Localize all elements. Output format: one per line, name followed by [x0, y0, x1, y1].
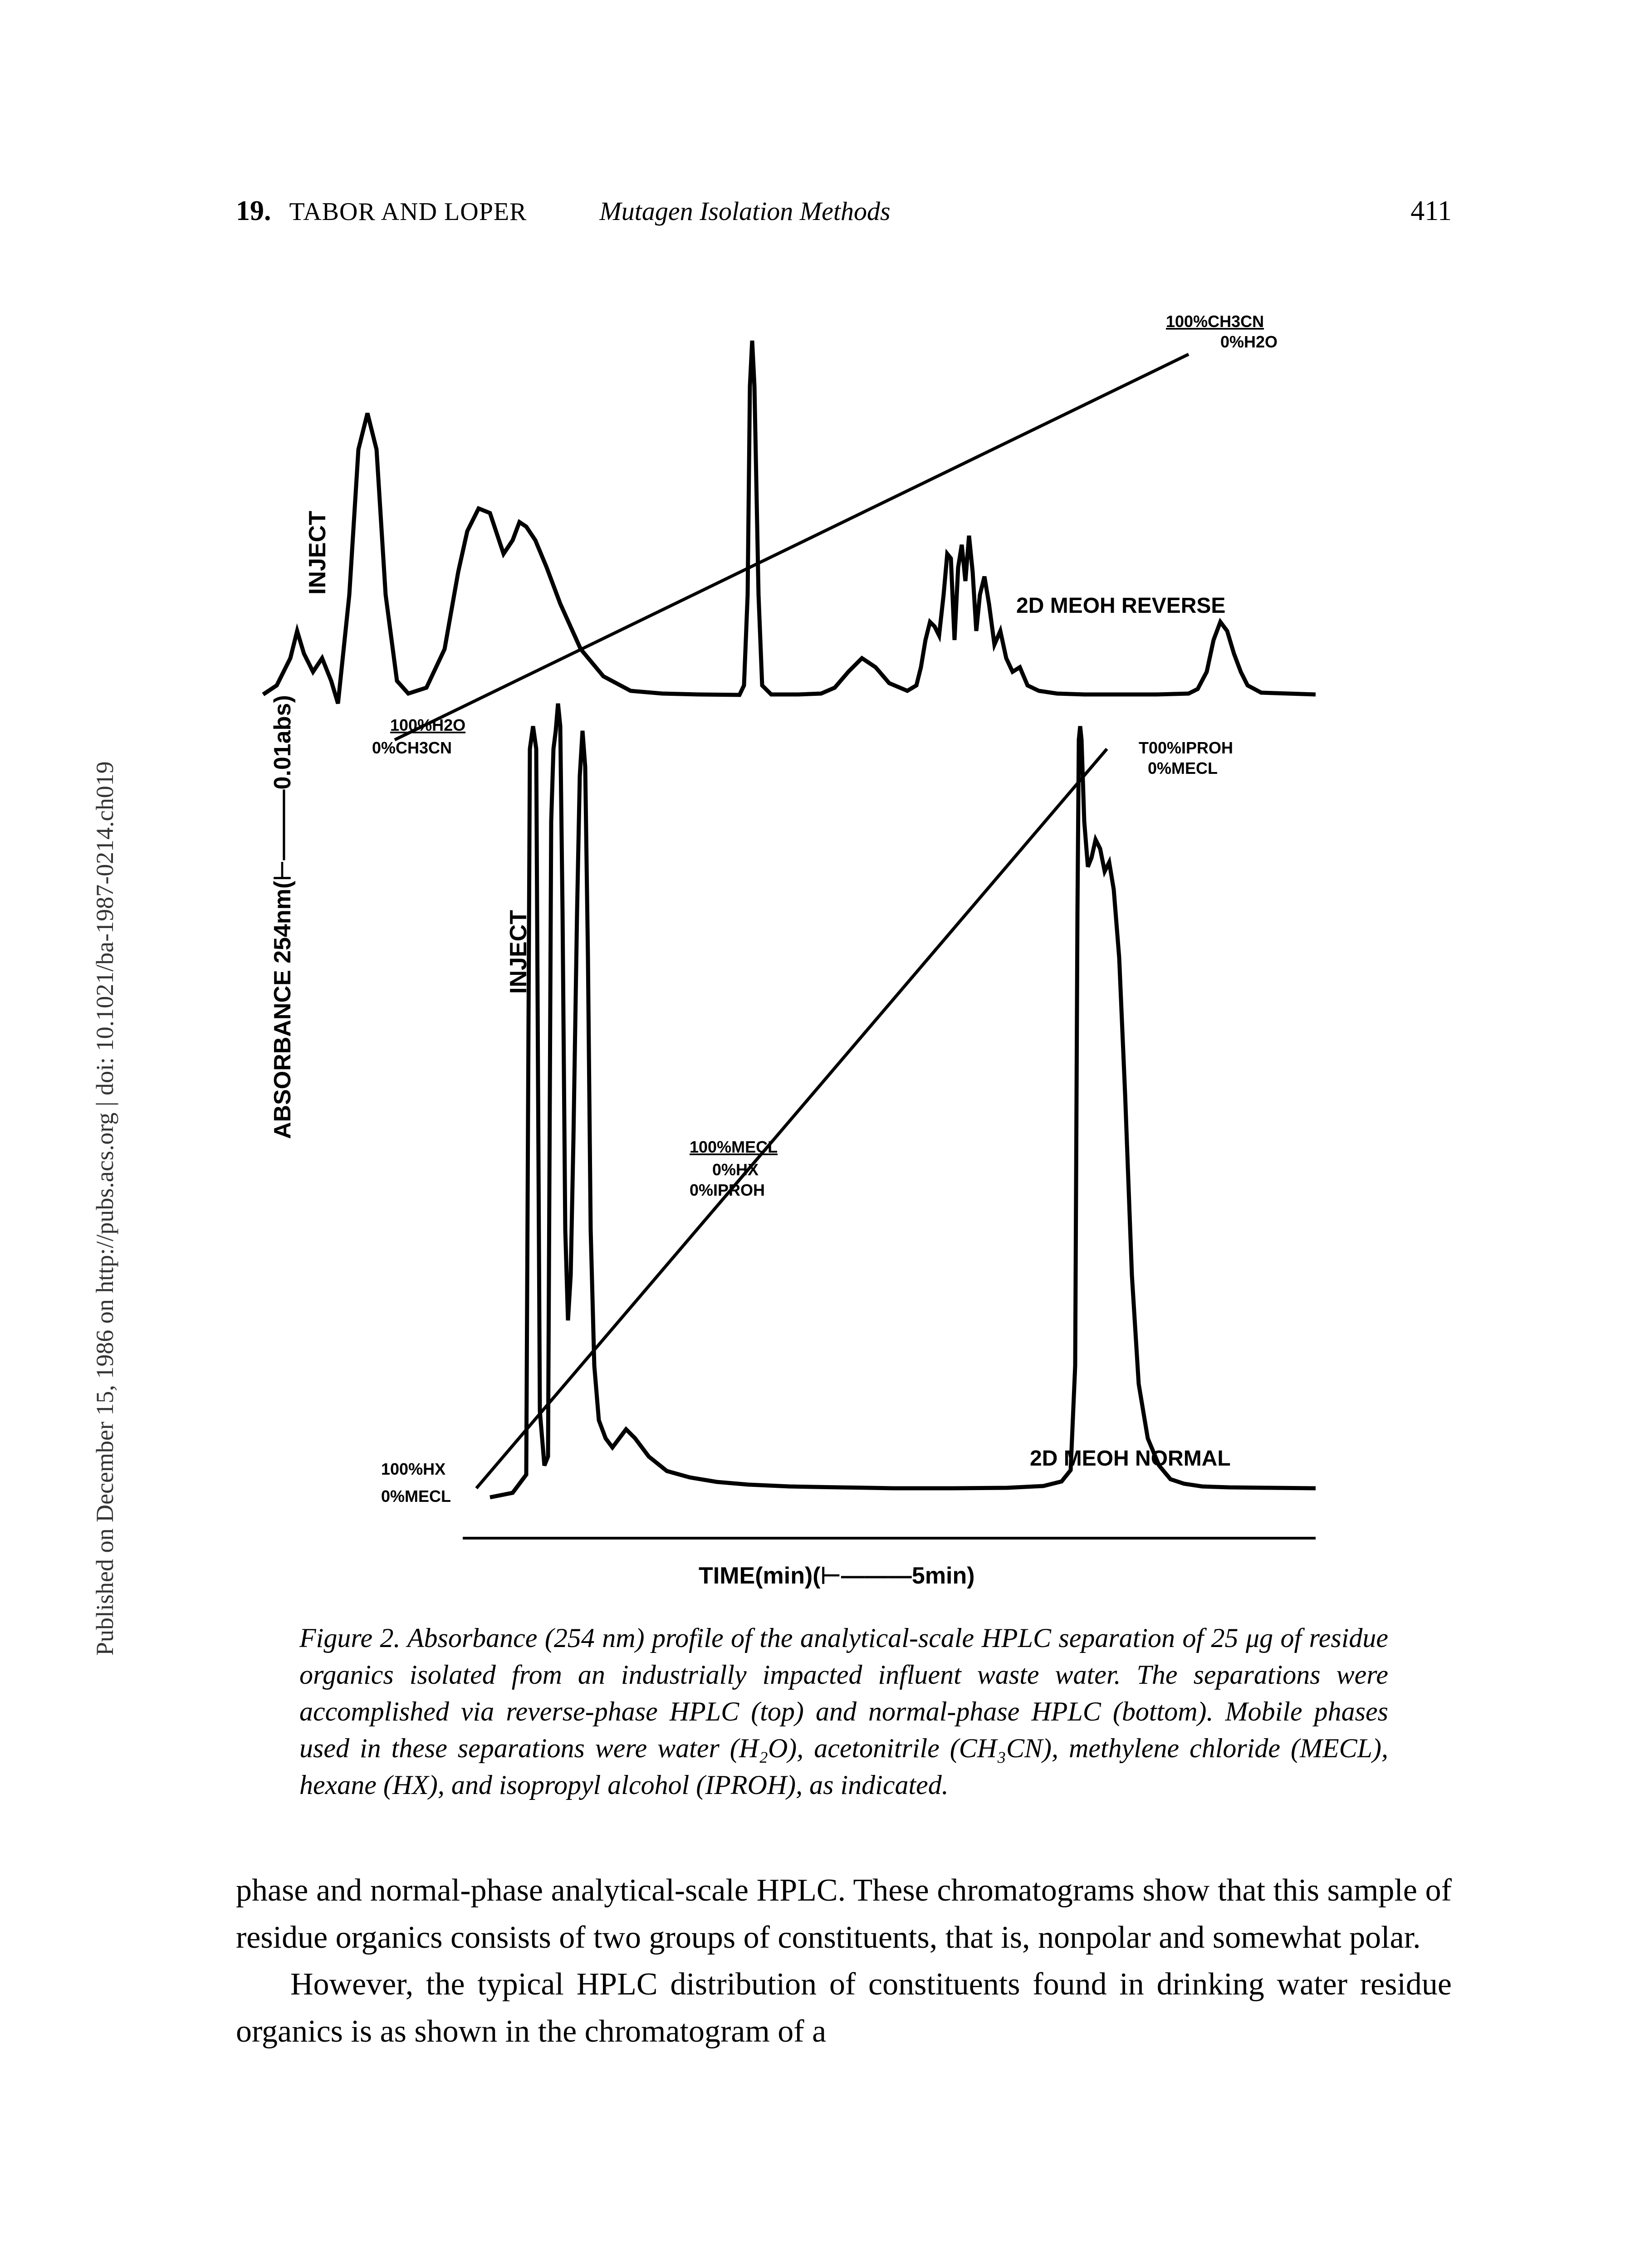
page-content: 19. TABOR AND LOPER Mutagen Isolation Me…	[236, 195, 1452, 2055]
top-title: 2D MEOH REVERSE	[1016, 594, 1225, 618]
inject-bottom-label: INJECT	[505, 910, 532, 994]
paragraph: However, the typical HPLC distribution o…	[236, 1961, 1452, 2055]
figure-2: ABSORBANCE 254nm(⊢———0.01abs) INJECT INJ…	[236, 277, 1415, 1602]
top-gradient-line	[395, 354, 1189, 740]
grad-label: 100%HX	[381, 1460, 445, 1478]
grad-label: 0%MECL	[1148, 759, 1218, 777]
chapter-number: 19.	[236, 195, 271, 227]
paragraph: phase and normal-phase analytical-scale …	[236, 1867, 1452, 1961]
x-axis-label: TIME(min)(⊢———5min)	[699, 1563, 975, 1589]
body-text: phase and normal-phase analytical-scale …	[236, 1867, 1452, 2055]
inject-top-label: INJECT	[304, 511, 331, 595]
running-header: 19. TABOR AND LOPER Mutagen Isolation Me…	[236, 195, 1452, 227]
running-title: Mutagen Isolation Methods	[599, 196, 890, 226]
side-citation: Published on December 15, 1986 on http:/…	[91, 761, 119, 1656]
y-axis-label: ABSORBANCE 254nm(⊢———0.01abs)	[269, 695, 296, 1139]
top-trace	[263, 341, 1316, 704]
bottom-trace	[490, 704, 1316, 1497]
figure-caption: Figure 2. Absorbance (254 nm) profile of…	[236, 1620, 1452, 1804]
grad-label: 0%MECL	[381, 1487, 451, 1505]
grad-label: 0%CH3CN	[372, 738, 452, 757]
chromatogram-svg: ABSORBANCE 254nm(⊢———0.01abs) INJECT INJ…	[236, 277, 1415, 1602]
authors: TABOR AND LOPER	[289, 197, 527, 226]
grad-label: 0%IPROH	[690, 1181, 765, 1199]
grad-label: 0%H2O	[1220, 332, 1278, 351]
grad-label: 100%CH3CN	[1166, 312, 1264, 331]
bottom-gradient-line	[476, 749, 1107, 1488]
page-number: 411	[1410, 195, 1452, 227]
grad-label: T00%IPROH	[1139, 738, 1233, 757]
grad-label: 100%MECL	[690, 1138, 778, 1156]
bottom-title: 2D MEOH NORMAL	[1030, 1447, 1231, 1471]
grad-label: 100%H2O	[390, 716, 465, 734]
grad-label: 0%HX	[712, 1160, 759, 1179]
